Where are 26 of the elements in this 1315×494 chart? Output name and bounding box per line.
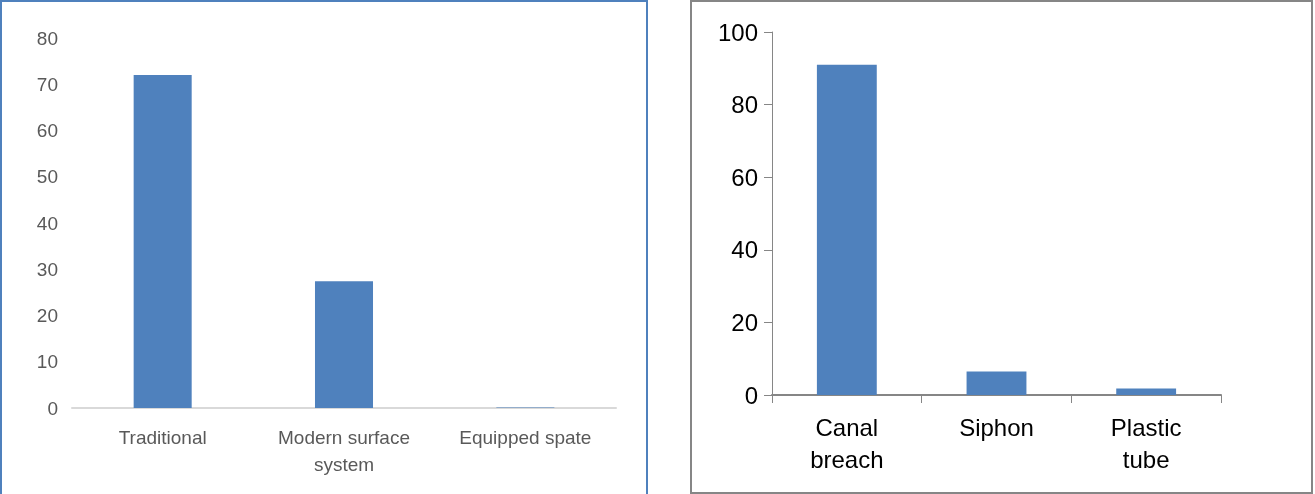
y-tick-label: 10 xyxy=(36,351,58,373)
y-tick-label: 20 xyxy=(731,308,758,336)
y-tick-label: 50 xyxy=(36,166,58,188)
y-tick-label: 80 xyxy=(36,27,58,49)
y-tick-label: 60 xyxy=(36,120,58,141)
y-tick-label: 70 xyxy=(36,73,58,95)
y-tick-label: 0 xyxy=(47,397,58,419)
x-tick-label: Traditional xyxy=(118,427,207,448)
y-tick-label: 20 xyxy=(36,305,58,326)
y-tick-label: 80 xyxy=(731,91,758,119)
x-tick-label: Plastic tube xyxy=(1110,413,1182,473)
y-tick-label: 40 xyxy=(731,236,758,264)
bar xyxy=(1116,388,1177,395)
x-tick-label: Equipped spate xyxy=(459,427,592,448)
bar xyxy=(314,281,374,408)
y-tick-label: 60 xyxy=(731,163,758,191)
x-tick-label: Canal breach xyxy=(810,413,884,473)
bar xyxy=(816,64,877,395)
y-tick-label: 100 xyxy=(717,18,758,46)
bar xyxy=(966,371,1027,395)
bar xyxy=(133,75,192,408)
y-tick-label: 0 xyxy=(744,381,758,409)
x-tick-label: Modern surface system xyxy=(277,427,411,475)
y-tick-label: 40 xyxy=(36,212,58,234)
x-tick-label: Siphon xyxy=(959,413,1034,441)
y-tick-label: 30 xyxy=(36,258,58,280)
